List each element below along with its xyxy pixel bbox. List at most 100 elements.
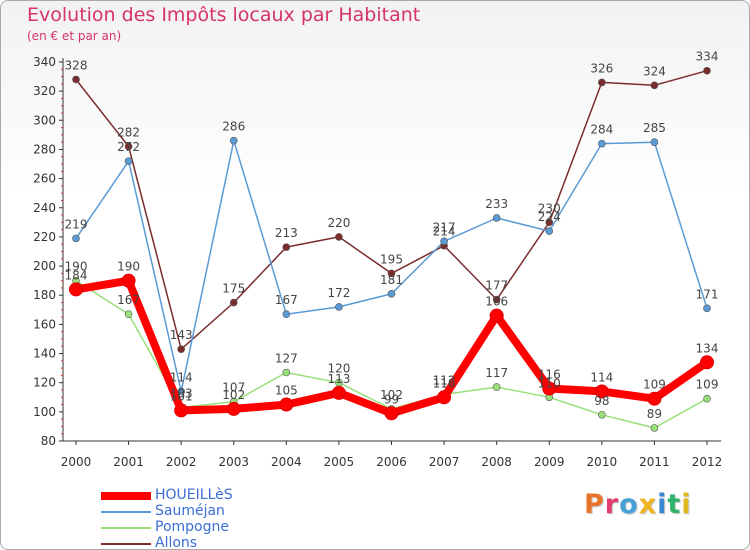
- series-1-point: [335, 303, 343, 311]
- legend-item-saumejan: Sauméjan: [101, 503, 401, 521]
- series-1-point: [72, 234, 80, 243]
- series-3-line: [75, 69, 708, 350]
- series-1-point: [703, 304, 711, 313]
- series-3-data-label: 177: [485, 279, 508, 293]
- series-3-data-label: 143: [170, 328, 193, 342]
- y-tick-label: 240: [33, 201, 56, 215]
- series-1-data-label: 286: [222, 120, 245, 134]
- series-1-point: [492, 214, 501, 222]
- series-0-point: [279, 397, 294, 412]
- x-tick-label: 2006: [376, 455, 407, 469]
- series-1-point: [387, 289, 396, 298]
- series-2-data-label: 190: [65, 260, 88, 274]
- logo-letter: P: [584, 489, 605, 520]
- series-0-point: [121, 273, 136, 288]
- y-tick-label: 100: [33, 405, 56, 419]
- x-tick-label: 2005: [324, 455, 355, 469]
- series-3-data-label: 213: [275, 226, 298, 240]
- y-tick-label: 120: [33, 376, 56, 390]
- y-tick-label: 300: [33, 113, 56, 127]
- series-2-point: [598, 410, 606, 419]
- logo-letter: r: [604, 489, 620, 520]
- series-1-data-label: 224: [538, 210, 561, 224]
- chart-title: Evolution des Impôts locaux par Habitant: [27, 4, 421, 26]
- series-3-point: [177, 345, 185, 353]
- series-2-data-label: 120: [327, 362, 350, 376]
- series-0-point: [489, 308, 504, 323]
- x-tick-label: 2004: [271, 455, 302, 469]
- series-3-point: [72, 75, 80, 84]
- logo-letter: o: [619, 489, 639, 520]
- series-0-data-label: 99: [384, 392, 399, 406]
- series-0-point: [542, 381, 557, 396]
- y-tick-label: 140: [33, 347, 56, 361]
- series-1-data-label: 284: [590, 123, 613, 137]
- series-3-point: [598, 78, 606, 87]
- series-2-point: [282, 368, 291, 377]
- series-2-data-label: 98: [594, 394, 609, 408]
- series-2-data-label: 110: [538, 376, 561, 390]
- series-3-data-label: 214: [433, 225, 456, 239]
- series-3-data-label: 220: [327, 216, 350, 230]
- series-0-point: [437, 390, 452, 405]
- series-3-point: [124, 142, 133, 151]
- series-0-point: [594, 384, 609, 399]
- series-0-data-label: 109: [643, 378, 666, 392]
- series-0-point: [331, 385, 346, 400]
- series-0-data-label: 166: [485, 295, 508, 309]
- series-0-data-label: 116: [538, 368, 561, 382]
- series-1-data-label: 233: [485, 197, 508, 211]
- series-1-point: [229, 136, 238, 145]
- series-1-point: [124, 157, 133, 165]
- series-1-point: [598, 139, 606, 148]
- y-tick-label: 200: [33, 259, 56, 273]
- series-2-point: [650, 424, 659, 432]
- series-3-data-label: 175: [222, 282, 245, 296]
- series-3-data-label: 230: [538, 201, 561, 215]
- legend-swatch-houeilles: [101, 492, 151, 500]
- legend-label-allons: Allons: [155, 535, 198, 550]
- series-2-point: [703, 394, 711, 403]
- series-points: [69, 66, 714, 432]
- y-tick-label: 160: [33, 317, 56, 331]
- series-1-data-label: 181: [380, 273, 403, 287]
- x-tick-label: 2008: [481, 455, 512, 469]
- series-2-data-label: 89: [647, 407, 662, 421]
- series-1-data-label: 217: [433, 220, 456, 234]
- series-0-data-label: 184: [65, 268, 88, 282]
- series-0-point: [700, 355, 714, 370]
- logo-letter: t: [667, 489, 682, 520]
- legend-item-allons: Allons: [101, 535, 401, 550]
- series-3-point: [387, 269, 396, 278]
- series-0-point: [69, 282, 83, 297]
- legend-item-houeilles: HOUEILLèS: [101, 487, 401, 505]
- data-labels: 328 282 143 175 213 220 195 214 177 230 326 324 334 1…: [65, 50, 719, 421]
- y-tick-label: 260: [33, 172, 56, 186]
- series-0-data-label: 101: [170, 389, 193, 403]
- legend-label-houeilles: HOUEILLèS: [155, 487, 233, 503]
- chart-axes: 80 100 120 140 160 180 200 220 240 260 280 300 320 34…: [33, 55, 722, 469]
- series-2-data-label: 117: [485, 366, 508, 380]
- y-tick-label: 220: [33, 230, 56, 244]
- series-1-point: [440, 237, 448, 246]
- legend-swatch-allons: [101, 543, 151, 545]
- series-0-data-label: 102: [222, 388, 245, 402]
- legend-label-saumejan: Sauméjan: [155, 503, 225, 519]
- legend-swatch-saumejan: [101, 511, 151, 513]
- series-2-data-label: 102: [380, 388, 403, 402]
- series-3-point: [335, 233, 343, 241]
- series-1-point: [650, 138, 659, 146]
- series-0-point: [226, 401, 241, 416]
- legend-label-pompogne: Pompogne: [155, 519, 229, 535]
- series-3-data-label: 282: [117, 126, 140, 140]
- logo-letter: x: [638, 489, 658, 520]
- series-1-data-label: 272: [117, 140, 140, 154]
- legend-swatch-pompogne: [101, 527, 151, 529]
- series-0-point: [384, 406, 399, 421]
- series-1-data-label: 171: [696, 287, 719, 301]
- proxiti-logo: Proxiti: [584, 489, 692, 520]
- series-0-point: [174, 403, 189, 418]
- series-1-data-label: 167: [275, 293, 298, 307]
- series-2-data-label: 167: [117, 293, 140, 307]
